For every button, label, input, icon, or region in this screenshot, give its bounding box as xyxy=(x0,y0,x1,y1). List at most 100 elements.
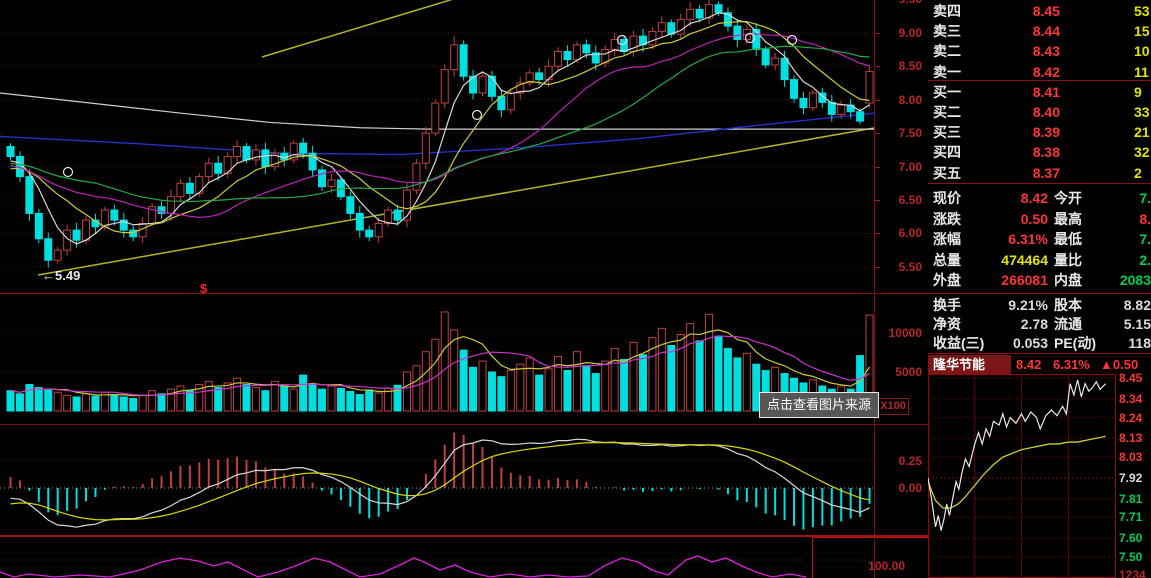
intraday-axis-label: 7.92 xyxy=(1119,470,1143,485)
order-level-label: 买三 xyxy=(933,124,961,141)
info-label: PE(动) xyxy=(1054,335,1096,351)
intraday-axis-label: 7.81 xyxy=(1119,491,1143,506)
info-value: 8. xyxy=(1139,210,1151,227)
info-value: 9.21% xyxy=(1008,297,1048,313)
volume-axis-label: 10000 xyxy=(888,326,922,340)
info-label: 现价 xyxy=(933,190,961,206)
info-label: 最高 xyxy=(1054,210,1082,227)
order-row[interactable]: 买三 8.39 21 xyxy=(928,122,1151,142)
order-row[interactable]: 卖四 8.45 53 xyxy=(928,1,1151,21)
axis-tick xyxy=(875,32,880,34)
axis-tick xyxy=(875,266,880,268)
info-value: 8.42 xyxy=(1020,190,1048,206)
order-price: 8.37 xyxy=(1032,164,1060,181)
kline-axis-label: 8.50 xyxy=(898,59,922,74)
info-value: 8.82 xyxy=(1123,297,1151,313)
order-row[interactable]: 买一 8.41 9 xyxy=(928,82,1151,102)
info-row: 涨幅 6.31% 最低 7. xyxy=(928,229,1151,249)
order-row[interactable]: 买五 8.37 2 xyxy=(928,163,1151,183)
info-value: 474464 xyxy=(1001,251,1048,268)
order-price: 8.45 xyxy=(1032,3,1060,19)
macd-axis-label: 0.25 xyxy=(898,453,922,468)
order-price: 8.41 xyxy=(1032,83,1060,100)
axis-tick xyxy=(875,99,880,101)
order-price: 8.43 xyxy=(1032,43,1060,60)
macd-chart[interactable] xyxy=(0,425,875,536)
intraday-header[interactable]: 隆华节能 8.42 6.31% ▲0.50 xyxy=(928,355,1151,374)
info-value: 2. xyxy=(1139,251,1151,268)
info-value: 266081 xyxy=(1001,272,1048,288)
macd-axis-label: 0.00 xyxy=(898,481,922,495)
info-row: 换手 9.21% 股本 8.82 xyxy=(928,296,1151,315)
order-level-label: 买一 xyxy=(933,83,961,100)
info-label: 今开 xyxy=(1054,190,1082,206)
order-level-label: 买二 xyxy=(933,104,961,120)
kline-chart[interactable] xyxy=(0,0,875,294)
oscillator-scale-label: 100.00 xyxy=(868,559,905,573)
order-level-label: 买五 xyxy=(933,164,961,181)
intraday-axis-label: 7.60 xyxy=(1119,531,1143,546)
axis-tick xyxy=(875,166,880,168)
info-label: 总量 xyxy=(933,251,961,268)
quote-panel: 卖四 8.45 53 卖三 8.44 15 卖二 8.43 10 卖一 8.42 11 买一 8.41 9 买… xyxy=(928,0,1151,578)
pane-divider xyxy=(0,293,928,294)
info-row: 现价 8.42 今开 7. xyxy=(928,188,1151,208)
order-row[interactable]: 买二 8.40 33 xyxy=(928,102,1151,122)
order-level-label: 卖三 xyxy=(933,23,961,40)
image-source-tooltip[interactable]: 点击查看图片来源 xyxy=(759,392,880,418)
intraday-axis-label: 8.03 xyxy=(1119,450,1143,465)
order-row[interactable]: 卖一 8.42 11 xyxy=(928,62,1151,82)
info-value: 6.31% xyxy=(1008,231,1048,247)
order-quantity: 53 xyxy=(1134,3,1150,19)
volume-unit-label: X100 xyxy=(877,398,909,415)
info-value: 7. xyxy=(1139,231,1151,247)
order-row[interactable]: 买四 8.38 32 xyxy=(928,142,1151,162)
intraday-axis-label-clipped: 1234 xyxy=(1119,568,1146,578)
order-quantity: 32 xyxy=(1134,144,1150,161)
volume-chart[interactable] xyxy=(0,294,875,425)
kline-axis-label: 6.50 xyxy=(898,193,922,208)
kline-axis-label: 6.00 xyxy=(898,226,922,241)
volume-axis-label: 5000 xyxy=(895,365,922,379)
info-row: 总量 474464 量比 2. xyxy=(928,250,1151,270)
intraday-change-percent: 6.31% xyxy=(1053,357,1090,372)
axis-tick xyxy=(875,133,880,135)
info-row: 涨跌 0.50 最高 8. xyxy=(928,209,1151,229)
pane-divider xyxy=(0,535,928,537)
order-price: 8.40 xyxy=(1032,104,1060,120)
kline-axis-label: 7.50 xyxy=(898,126,922,141)
order-quantity: 2 xyxy=(1134,164,1142,181)
info-value: 0.053 xyxy=(1012,335,1048,351)
info-value: 2083 xyxy=(1119,272,1151,288)
kline-axis-label: 9.00 xyxy=(898,25,922,40)
axis-divider xyxy=(874,0,875,578)
info-label: 最低 xyxy=(1054,231,1082,247)
low-price-marker: ←5.49 xyxy=(42,268,81,283)
order-row[interactable]: 卖二 8.43 10 xyxy=(928,41,1151,61)
stock-name[interactable]: 隆华节能 xyxy=(928,355,1011,374)
pane-divider xyxy=(0,424,928,425)
order-quantity: 10 xyxy=(1134,43,1150,60)
info-value: 118 xyxy=(1128,335,1151,351)
info-label: 内盘 xyxy=(1054,272,1082,288)
info-label: 股本 xyxy=(1054,297,1082,313)
intraday-axis-label: 8.45 xyxy=(1119,371,1143,385)
section-divider xyxy=(928,353,1151,354)
info-label: 净资 xyxy=(933,316,961,332)
section-divider xyxy=(928,293,1151,294)
oscillator-chart[interactable] xyxy=(0,536,875,578)
info-label: 量比 xyxy=(1054,251,1082,268)
axis-tick xyxy=(875,66,880,68)
intraday-last-price: 8.42 xyxy=(1016,357,1042,372)
info-label: 涨幅 xyxy=(933,231,961,247)
order-price: 8.42 xyxy=(1032,63,1060,80)
intraday-axis-label: 7.71 xyxy=(1119,510,1143,525)
order-row[interactable]: 卖三 8.44 15 xyxy=(928,21,1151,41)
intraday-axis-label: 7.50 xyxy=(1119,549,1143,564)
intraday-chart[interactable] xyxy=(928,374,1151,578)
info-row: 收益(三) 0.053 PE(动) 118 xyxy=(928,334,1151,353)
order-quantity: 15 xyxy=(1134,23,1150,40)
info-value: 0.50 xyxy=(1020,210,1048,227)
info-label: 收益(三) xyxy=(933,335,985,351)
